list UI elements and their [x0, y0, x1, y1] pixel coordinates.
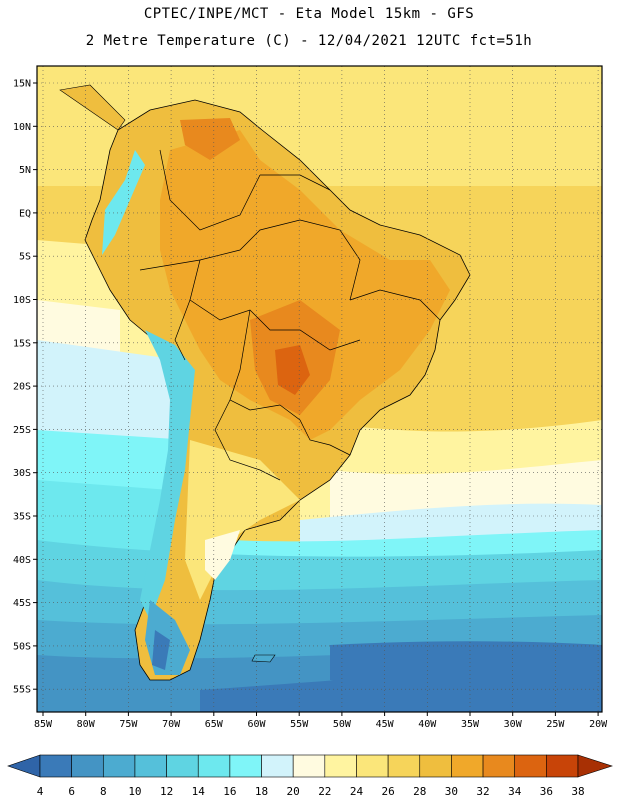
colorbar-label: 26: [381, 785, 394, 798]
lon-label: 25W: [546, 719, 565, 730]
colorbar-labels: 4 6 8 10 12 14 16 18 20 22 24 26 28 30 32 34 36 38: [37, 785, 585, 798]
lon-label: 70W: [162, 719, 181, 730]
longitude-labels: 85W 80W 75W 70W 65W 60W 55W 50W 45W 40W 35W 30W 25W 2…: [34, 712, 608, 730]
colorbar-swatch: [134, 754, 167, 778]
colorbar-swatch: [292, 754, 326, 778]
lat-label: 30S: [13, 468, 31, 479]
lat-label: 40S: [13, 555, 31, 566]
colorbar-label: 34: [508, 785, 522, 798]
lat-label: 50S: [13, 641, 31, 652]
lon-label: 20W: [589, 719, 608, 730]
lon-label: 75W: [119, 719, 138, 730]
lat-label: 15N: [13, 79, 31, 90]
lon-label: 50W: [333, 719, 352, 730]
colorbar-swatch: [514, 754, 547, 778]
lat-label: 15S: [13, 338, 31, 349]
lat-label: 45S: [13, 598, 31, 609]
lon-label: 60W: [247, 719, 266, 730]
latitude-labels: 15N 10N 5N EQ 5S 10S 15S 20S 25S 30S 35S 40S 45S 50S 5…: [13, 79, 37, 696]
colorbar-low-arrow: [7, 754, 41, 778]
lat-label: 20S: [13, 382, 31, 393]
colorbar-label: 20: [287, 785, 300, 798]
lat-label: 55S: [13, 685, 31, 696]
title-line-2: 2 Metre Temperature (C) - 12/04/2021 12U…: [85, 33, 533, 49]
lon-label: 40W: [418, 719, 437, 730]
title-line-1: CPTEC/INPE/MCT - Eta Model 15km - GFS: [143, 6, 475, 22]
colorbar-label: 12: [160, 785, 173, 798]
colorbar-swatch: [451, 754, 484, 778]
colorbar-label: 24: [350, 785, 364, 798]
colorbar-swatch: [71, 754, 104, 778]
lon-label: 85W: [34, 719, 53, 730]
country-borders: [139, 149, 441, 481]
colorbar-label: 6: [68, 785, 75, 798]
lon-label: 35W: [461, 719, 480, 730]
colorbar-label: 30: [445, 785, 458, 798]
map-frame: [36, 65, 603, 713]
colorbar-swatch: [166, 754, 199, 778]
colorbar-high-arrow: [577, 754, 613, 778]
colorbar-label: 18: [255, 785, 268, 798]
colorbar-swatch: [546, 754, 579, 778]
colorbar-swatch: [39, 754, 72, 778]
colorbar-swatch: [197, 754, 231, 778]
lon-label: 55W: [290, 719, 309, 730]
lon-label: 45W: [376, 719, 395, 730]
lon-label: 65W: [205, 719, 224, 730]
colorbar-label: 38: [571, 785, 584, 798]
colorbar-swatch: [102, 754, 136, 778]
lat-label: 5S: [19, 252, 31, 263]
colorbar-label: 10: [128, 785, 141, 798]
colorbar-swatch: [261, 754, 294, 778]
lat-label: 35S: [13, 512, 31, 523]
colorbar-label: 16: [223, 785, 236, 798]
colorbar-swatch: [387, 754, 421, 778]
temperature-field: [37, 66, 602, 712]
colorbar-label: 22: [318, 785, 331, 798]
lon-label: 80W: [77, 719, 96, 730]
lat-label: 10S: [13, 295, 31, 306]
colorbar-label: 4: [37, 785, 44, 798]
colorbar-swatch: [482, 754, 516, 778]
lat-label: 25S: [13, 425, 31, 436]
temperature-colorbar: [7, 754, 613, 778]
colorbar-swatch: [356, 754, 389, 778]
colorbar-label: 28: [413, 785, 426, 798]
colorbar-label: 36: [540, 785, 553, 798]
colorbar-swatch: [324, 754, 357, 778]
lat-label: EQ: [19, 208, 31, 219]
colorbar-swatch: [419, 754, 452, 778]
lat-label: 5N: [19, 165, 31, 176]
colorbar-label: 8: [100, 785, 107, 798]
colorbar-label: 14: [192, 785, 206, 798]
lat-label: 10N: [13, 122, 31, 133]
colorbar-label: 32: [476, 785, 489, 798]
colorbar-swatch: [229, 754, 262, 778]
lon-label: 30W: [504, 719, 523, 730]
